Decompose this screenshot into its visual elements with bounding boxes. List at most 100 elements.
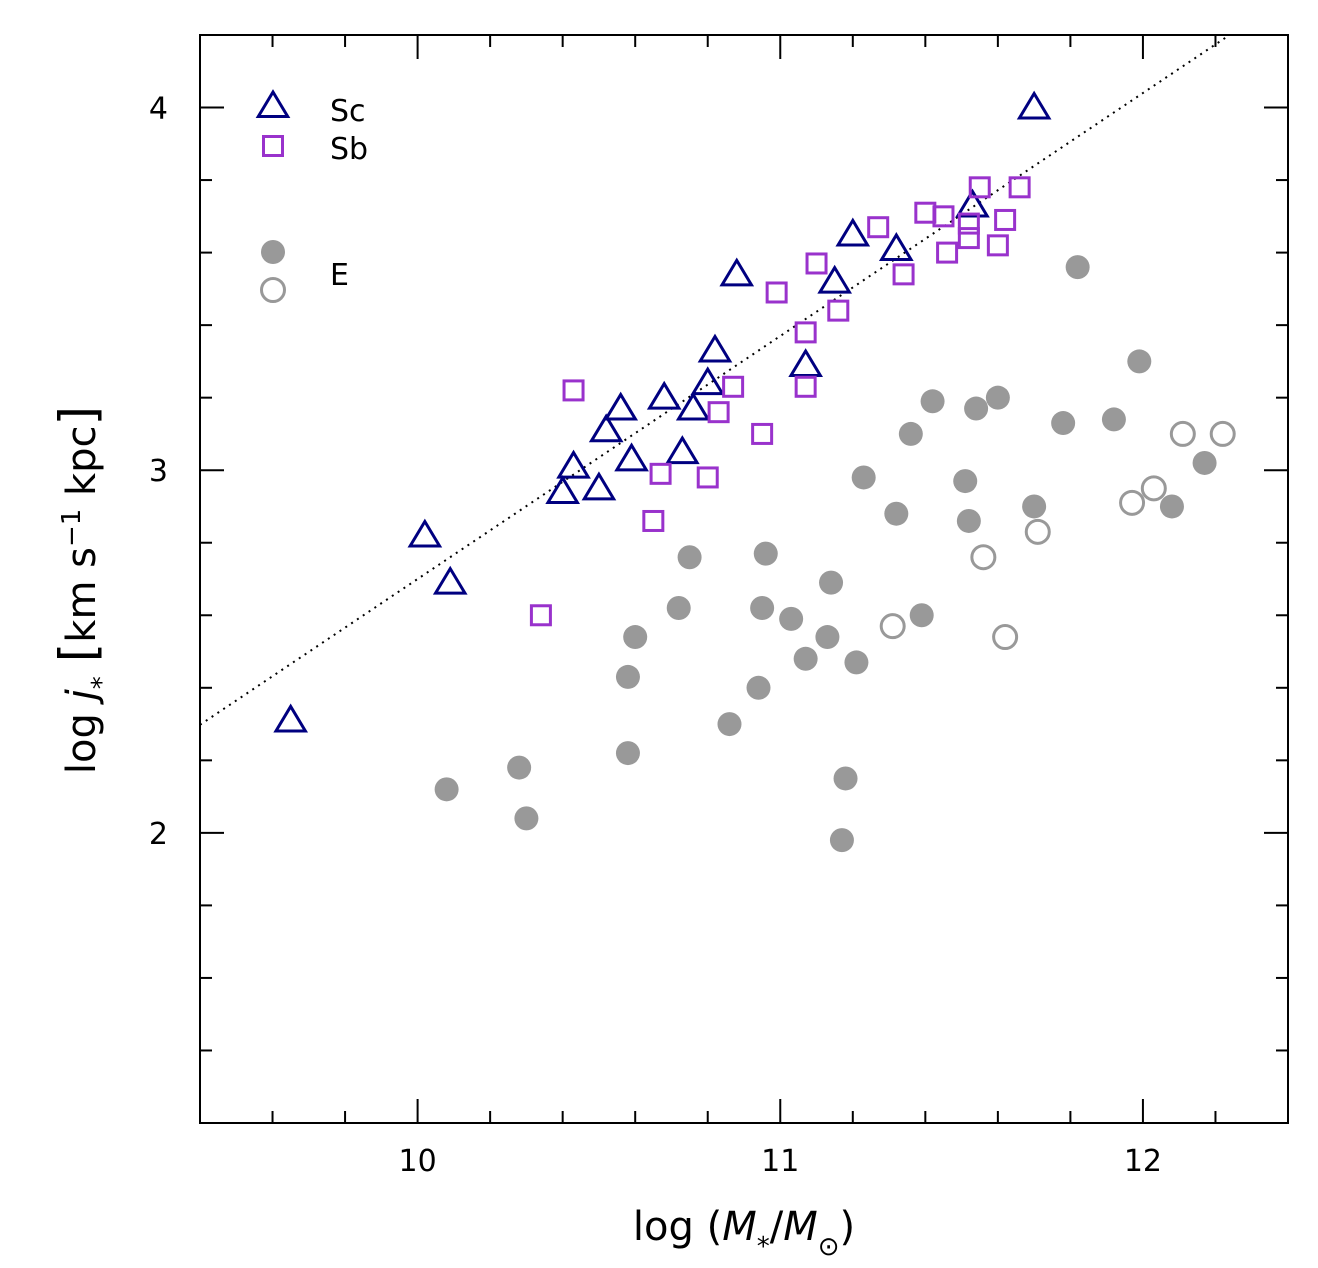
- e-circle-filled-point: [753, 541, 778, 566]
- sb-square-open-point: [751, 422, 774, 445]
- e-circle-filled-point: [1022, 494, 1047, 519]
- sc-triangle-open-point: [407, 518, 443, 548]
- sb-square-open-point: [707, 401, 730, 424]
- e-circle-filled-point: [844, 650, 869, 675]
- e-circle-filled-point: [851, 465, 876, 490]
- sb-square-open-point: [794, 321, 817, 344]
- legend-sc-triangle: [255, 89, 291, 118]
- e-circle-filled-point: [1051, 411, 1076, 436]
- y-axis-title: log j*[km s−1 kpc]: [49, 406, 117, 774]
- sc-triangle-open-point: [690, 366, 726, 396]
- legend-sb-label: Sb: [330, 132, 368, 167]
- sb-square-open-point: [642, 509, 665, 532]
- e-circle-filled-point: [956, 508, 981, 533]
- e-circle-filled-point: [434, 777, 459, 802]
- sc-triangle-open-point: [432, 565, 468, 595]
- legend-sb-marker: [262, 135, 284, 157]
- e-circle-filled-point: [815, 625, 840, 650]
- e-circle-filled-point: [1127, 349, 1152, 374]
- e-circle-filled-point: [1159, 494, 1184, 519]
- e-circle-filled-point: [1192, 450, 1217, 475]
- legend: Sc Sb E: [255, 89, 368, 303]
- legend-e-filled-circle: [261, 240, 285, 264]
- e-circle-open-point: [879, 613, 906, 640]
- e-circle-filled-point: [920, 389, 945, 414]
- sb-square-open-point: [957, 212, 980, 235]
- e-circle-filled-point: [953, 469, 978, 494]
- x-axis-title: log (M*/M⊙): [633, 1204, 855, 1262]
- sb-square-open-point: [932, 205, 955, 228]
- legend-sc-marker: [255, 89, 291, 118]
- sc-triangle-open-point: [646, 380, 682, 410]
- e-circle-open-point: [1024, 518, 1051, 545]
- sb-square-open-point: [914, 201, 937, 224]
- e-circle-filled-point: [964, 396, 989, 421]
- e-circle-filled-point: [829, 828, 854, 853]
- legend-sc-label: Sc: [330, 94, 366, 129]
- data-points: [273, 90, 1236, 853]
- sb-square-open-point: [649, 462, 672, 485]
- sb-square-open-point: [994, 208, 1017, 231]
- sb-square-open-point: [968, 176, 991, 199]
- e-circle-open-point: [1169, 420, 1196, 447]
- x-tick-label: 11: [761, 1144, 799, 1179]
- e-circle-open-point: [992, 624, 1019, 651]
- sc-triangle-open-point: [1016, 90, 1052, 120]
- sb-square-open-point: [957, 227, 980, 250]
- legend-e-open-circle: [260, 277, 286, 303]
- e-circle-filled-point: [746, 675, 771, 700]
- e-circle-filled-point: [615, 664, 640, 689]
- sc-triangle-open-point: [545, 475, 581, 504]
- sc-triangle-open-point: [556, 449, 591, 479]
- legend-e-markers: [260, 240, 286, 303]
- sb-square-open-point: [1008, 176, 1031, 199]
- y-tick-label: 2: [149, 817, 168, 852]
- plot-frame: [199, 34, 1289, 1124]
- sb-square-open-point: [805, 252, 828, 275]
- sb-square-open-point: [696, 466, 719, 489]
- tick-labels: 10 11 12 2 3 4: [149, 92, 1162, 1179]
- sc-triangle-open-point: [675, 391, 711, 421]
- e-circle-filled-point: [514, 806, 539, 831]
- e-circle-filled-point: [884, 501, 909, 526]
- e-circle-filled-point: [1065, 255, 1090, 280]
- sb-square-open-point: [986, 234, 1009, 257]
- sc-triangle-open-point: [878, 232, 914, 261]
- axis-ticks: [199, 34, 1289, 1124]
- sc-triangle-open-point: [719, 257, 755, 287]
- e-circle-filled-point: [833, 766, 858, 791]
- e-circle-filled-point: [898, 421, 923, 446]
- sb-square-open-point: [765, 281, 788, 304]
- x-tick-label: 12: [1124, 1144, 1162, 1179]
- e-circle-open-point: [1209, 420, 1236, 447]
- sb-square-open-point: [794, 375, 817, 398]
- e-circle-open-point: [1119, 489, 1146, 516]
- e-circle-filled-point: [677, 545, 702, 570]
- sb-square-open-point: [827, 299, 850, 322]
- e-circle-filled-point: [623, 625, 648, 650]
- e-circle-open-point: [970, 544, 997, 571]
- e-circle-filled-point: [717, 712, 742, 737]
- y-tick-label: 4: [149, 92, 168, 127]
- sc-triangle-open-point: [581, 471, 617, 501]
- sb-square-open-point: [936, 241, 959, 264]
- x-tick-label: 10: [399, 1144, 437, 1179]
- e-circle-filled-point: [507, 755, 532, 780]
- legend-e-label: E: [330, 258, 349, 293]
- sb-square-open-point: [722, 375, 745, 398]
- e-circle-filled-point: [666, 596, 691, 621]
- sb-square-open-point: [562, 379, 585, 402]
- sc-triangle-open-point: [788, 348, 824, 378]
- sc-triangle-open-point: [955, 188, 990, 218]
- e-circle-filled-point: [779, 606, 804, 631]
- e-circle-filled-point: [793, 646, 818, 671]
- sc-triangle-open-point: [588, 413, 624, 443]
- e-circle-filled-point: [819, 570, 844, 595]
- y-tick-label: 3: [149, 454, 168, 489]
- e-circle-open-point: [1140, 475, 1167, 502]
- e-circle-filled-point: [1101, 407, 1126, 432]
- sb-square-open-point: [867, 216, 890, 239]
- sc-triangle-open-point: [603, 391, 639, 421]
- e-circle-filled-point: [615, 741, 640, 766]
